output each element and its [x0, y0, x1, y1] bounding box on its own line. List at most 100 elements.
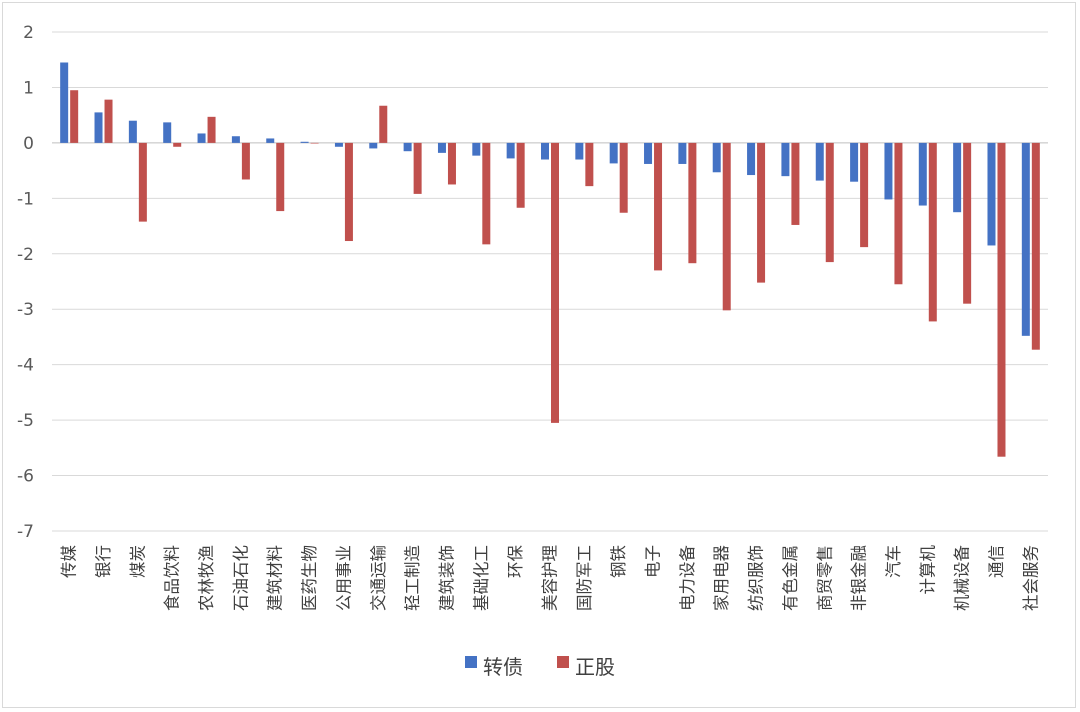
bar-zhenggu-5	[241, 142, 250, 180]
y-tick-label: -3	[17, 300, 34, 320]
gridlines	[52, 31, 1048, 532]
bar-zhenggu-28	[1031, 142, 1040, 350]
bar-zhuanzhai-23	[850, 142, 859, 182]
bar-zhenggu-27	[997, 142, 1006, 457]
category-label: 国防军工	[575, 545, 594, 611]
bar-zhuanzhai-9	[369, 142, 378, 149]
bar-zhuanzhai-16	[609, 142, 618, 164]
category-label: 机械设备	[953, 545, 972, 612]
bar-zhenggu-26	[963, 142, 972, 304]
category-label: 银行	[94, 545, 113, 578]
bar-zhenggu-17	[654, 142, 663, 271]
category-label: 非银金融	[850, 545, 869, 611]
bar-zhuanzhai-2	[128, 120, 137, 143]
bar-zhuanzhai-4	[197, 133, 206, 143]
bar-zhenggu-20	[757, 142, 766, 283]
bar-zhuanzhai-17	[644, 142, 653, 164]
category-label: 传媒	[60, 545, 79, 579]
bar-zhuanzhai-24	[884, 142, 893, 200]
bar-zhuanzhai-14	[541, 142, 549, 160]
category-label: 轻工制造	[403, 545, 422, 612]
bar-zhuanzhai-22	[815, 142, 824, 181]
category-label: 建筑材料	[266, 545, 285, 611]
bar-zhenggu-21	[791, 142, 800, 225]
bar-zhenggu-15	[585, 142, 594, 187]
category-label: 有色金属	[781, 545, 800, 611]
category-label: 石油石化	[231, 545, 250, 611]
category-label: 煤炭	[128, 545, 147, 578]
bar-zhuanzhai-28	[1021, 142, 1030, 336]
bar-zhenggu-13	[516, 142, 525, 208]
category-label: 食品饮料	[163, 545, 182, 611]
bar-zhenggu-23	[860, 142, 869, 248]
category-label: 电力设备	[678, 545, 697, 612]
bar-zhenggu-11	[447, 142, 456, 185]
category-label: 家用电器	[712, 545, 731, 612]
bar-zhenggu-0	[70, 90, 79, 143]
bar-zhenggu-9	[379, 105, 388, 143]
category-label: 钢铁	[609, 545, 628, 578]
bar-zhuanzhai-3	[163, 122, 172, 143]
y-tick-label: 0	[23, 134, 34, 154]
category-label: 纺织服饰	[747, 545, 766, 611]
bar-zhenggu-12	[482, 142, 491, 245]
bar-zhuanzhai-8	[334, 142, 343, 147]
category-label: 美容护理	[541, 545, 560, 611]
bar-zhuanzhai-10	[403, 142, 412, 152]
bar-zhuanzhai-1	[94, 112, 103, 143]
y-tick-label: 1	[23, 78, 34, 98]
x-axis: 传媒 银行 煤炭 食品饮料 农林牧渔 石油石化 建筑材料 医药生物 公用事业 交通运输 轻工制造 建筑…	[60, 545, 1041, 612]
bar-zhuanzhai-7	[300, 141, 309, 143]
bar-zhenggu-19	[722, 142, 731, 311]
bar-zhuanzhai-0	[60, 62, 69, 143]
bar-zhuanzhai-13	[506, 142, 515, 159]
bar-zhuanzhai-26	[953, 142, 962, 213]
category-label: 社会服务	[1021, 545, 1040, 611]
y-tick-label: -5	[17, 411, 34, 431]
legend-swatch	[557, 656, 569, 668]
bar-zhuanzhai-12	[472, 142, 481, 156]
bar-zhuanzhai-25	[918, 142, 927, 206]
bar-zhenggu-24	[894, 142, 903, 285]
bar-zhenggu-25	[928, 142, 937, 322]
bar-zhenggu-16	[619, 142, 628, 213]
bar-zhuanzhai-27	[987, 142, 996, 246]
category-label: 医药生物	[300, 545, 319, 611]
category-label: 农林牧渔	[197, 545, 216, 611]
bar-zhenggu-7	[310, 142, 319, 144]
legend-swatch	[465, 656, 477, 668]
bar-zhuanzhai-19	[712, 142, 721, 173]
bar-zhuanzhai-11	[437, 142, 446, 153]
bars	[60, 62, 1040, 457]
y-tick-label: -6	[17, 467, 34, 487]
bar-zhenggu-8	[344, 142, 353, 242]
y-tick-label: -4	[17, 356, 34, 376]
category-label: 基础化工	[472, 545, 491, 611]
y-tick-label: 2	[23, 23, 34, 43]
y-axis: 2 1 0 -1 -2 -3 -4 -5 -6 -7	[17, 23, 34, 542]
bar-zhenggu-22	[825, 142, 834, 263]
category-label: 通信	[987, 545, 1006, 578]
bar-zhenggu-10	[413, 142, 422, 194]
legend-label: 正股	[575, 655, 615, 679]
category-label: 汽车	[884, 545, 903, 578]
category-label: 交通运输	[369, 545, 388, 612]
bar-zhuanzhai-21	[781, 142, 790, 177]
bar-zhenggu-14	[551, 142, 559, 423]
bar-zhenggu-2	[138, 142, 147, 222]
category-label: 计算机	[918, 545, 937, 595]
bar-zhenggu-4	[207, 116, 216, 143]
bar-zhenggu-18	[688, 142, 697, 264]
bar-zhuanzhai-18	[678, 142, 687, 164]
category-label: 电子	[644, 545, 663, 578]
legend: 转债 正股	[465, 655, 615, 679]
legend-label: 转债	[483, 655, 523, 679]
bar-zhuanzhai-6	[266, 138, 275, 143]
y-tick-label: -7	[17, 522, 34, 542]
bar-zhenggu-3	[173, 142, 182, 147]
y-tick-label: -2	[17, 245, 34, 265]
category-label: 公用事业	[334, 545, 353, 611]
bar-zhenggu-1	[104, 99, 113, 143]
